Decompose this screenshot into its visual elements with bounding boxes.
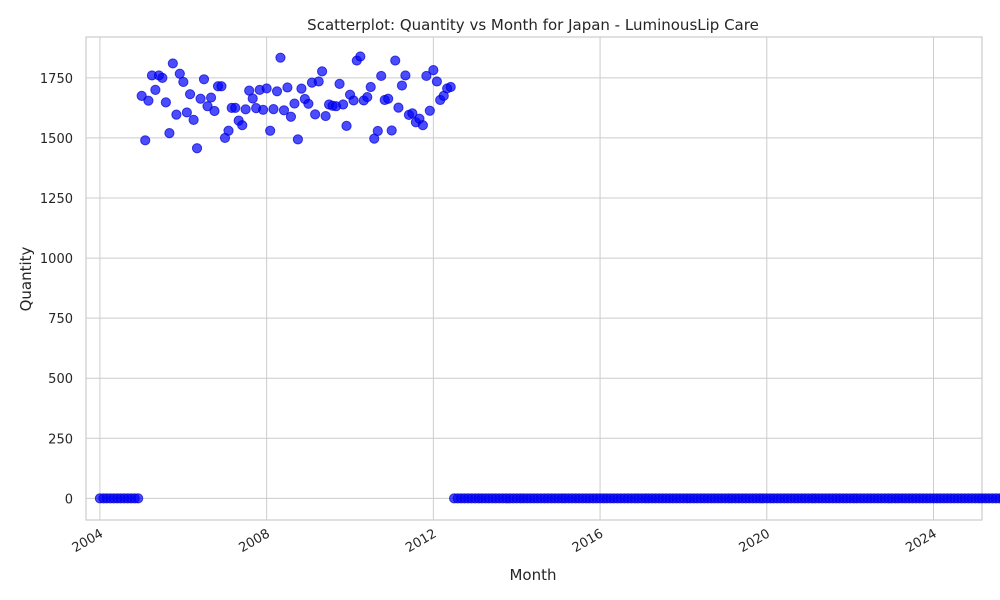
data-point — [317, 66, 328, 77]
data-point — [362, 91, 373, 103]
data-point — [383, 93, 394, 104]
y-tick-label: 1500 — [40, 132, 73, 147]
x-tick-label: 2004 — [70, 526, 106, 556]
data-point — [143, 95, 154, 106]
data-point — [376, 70, 387, 82]
data-point — [445, 81, 456, 93]
x-axis-label: Month — [509, 566, 556, 584]
x-tick-label: 2024 — [903, 526, 939, 556]
chart-title: Scatterplot: Quantity vs Month for Japan… — [307, 16, 759, 34]
data-point — [237, 120, 248, 131]
data-point — [310, 109, 321, 120]
x-tick-label: 2012 — [403, 526, 439, 556]
data-point — [261, 83, 272, 94]
data-point — [337, 99, 349, 110]
x-tick-label: 2020 — [737, 526, 773, 556]
data-point — [355, 51, 366, 62]
data-point — [205, 92, 217, 103]
data-point — [278, 105, 290, 116]
data-point — [417, 120, 428, 131]
data-point — [240, 104, 251, 115]
y-tick-label: 750 — [48, 312, 73, 327]
y-tick-label: 1000 — [40, 252, 73, 267]
data-point — [282, 82, 293, 93]
data-point — [164, 128, 175, 139]
data-point — [191, 143, 203, 154]
data-point — [390, 55, 401, 66]
data-point — [160, 97, 171, 108]
data-point — [178, 76, 189, 88]
data-point — [292, 134, 303, 145]
data-point — [313, 76, 324, 87]
x-tick-label: 2008 — [236, 526, 272, 556]
data-point — [265, 125, 276, 136]
y-axis-ticks: 0 250 500 750 1000 1250 1500 1750 — [40, 72, 73, 508]
data-points — [94, 51, 1000, 504]
data-point — [140, 135, 151, 146]
data-point — [209, 105, 220, 117]
data-point — [188, 114, 199, 126]
data-point — [431, 76, 442, 87]
data-point — [271, 86, 283, 97]
data-point — [171, 109, 182, 120]
grid-lines — [86, 37, 982, 520]
data-point — [334, 78, 345, 89]
data-point — [320, 110, 331, 122]
data-point — [424, 105, 435, 116]
data-point — [157, 72, 168, 83]
data-point — [386, 125, 397, 136]
y-tick-label: 1750 — [40, 72, 73, 87]
x-axis-ticks: 2004 2008 2012 2016 2020 2024 — [70, 526, 940, 556]
y-tick-label: 0 — [65, 492, 73, 507]
data-point — [396, 80, 408, 91]
y-tick-label: 250 — [48, 432, 73, 447]
data-point — [348, 95, 359, 106]
data-point — [393, 102, 404, 113]
data-point — [303, 98, 314, 109]
x-tick-label: 2016 — [570, 526, 606, 556]
data-point — [230, 102, 241, 113]
data-point — [223, 125, 234, 136]
data-point — [216, 81, 227, 92]
data-point — [202, 101, 213, 112]
data-point — [184, 89, 196, 100]
data-point — [247, 93, 258, 104]
data-point — [296, 83, 307, 94]
data-point — [150, 84, 161, 95]
data-point — [258, 104, 269, 115]
plot-area — [85, 36, 983, 521]
data-point — [407, 108, 418, 119]
data-point — [167, 58, 178, 69]
data-point — [428, 65, 439, 76]
data-point — [285, 111, 297, 122]
data-point — [400, 70, 411, 81]
data-point — [372, 125, 383, 137]
data-point — [365, 81, 376, 93]
data-point — [289, 98, 300, 109]
data-point — [275, 52, 286, 63]
y-tick-label: 500 — [48, 372, 73, 387]
data-point — [421, 70, 432, 82]
y-tick-label: 1250 — [40, 192, 73, 207]
data-point — [198, 74, 210, 85]
data-point — [268, 103, 279, 115]
data-point — [195, 93, 206, 104]
data-point — [341, 120, 352, 132]
data-point — [181, 107, 192, 118]
data-point — [133, 493, 144, 504]
y-axis-label: Quantity — [17, 246, 35, 311]
